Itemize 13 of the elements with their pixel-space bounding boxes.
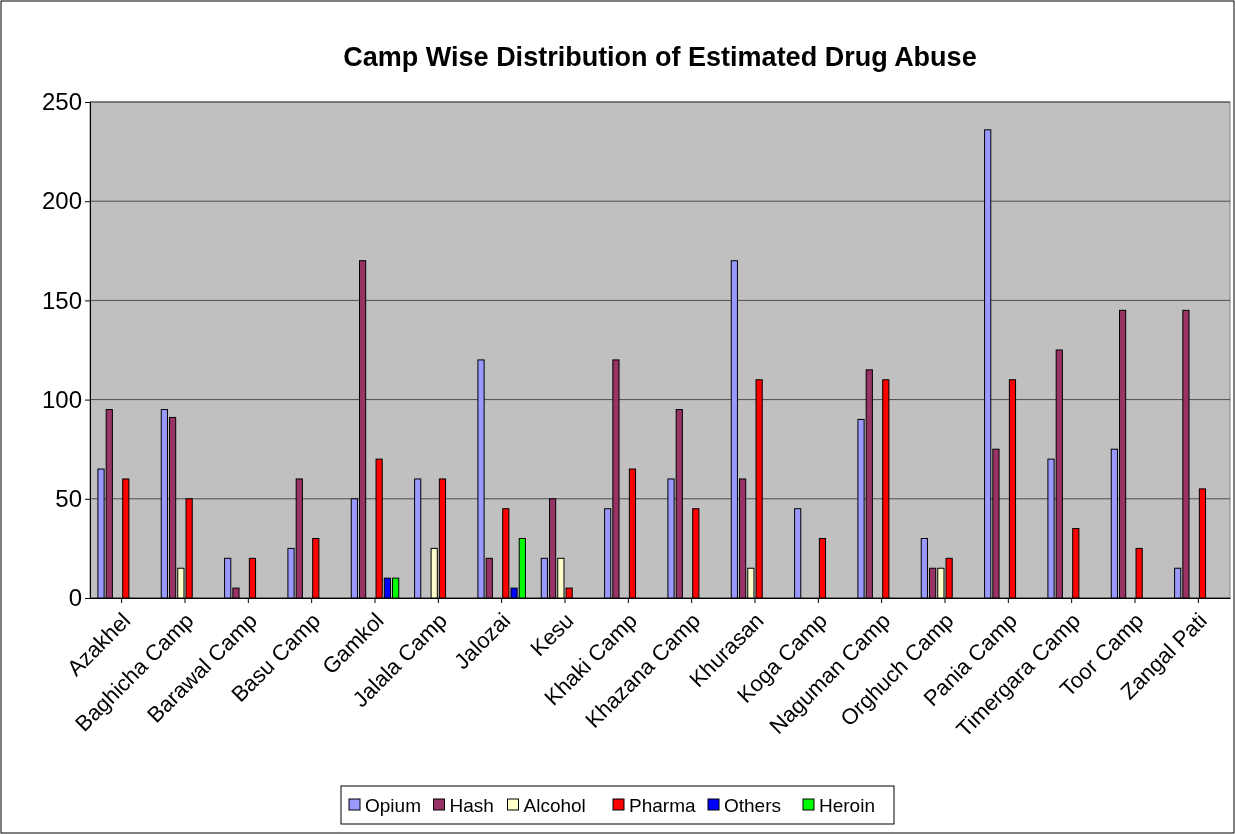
legend-label: Opium bbox=[365, 795, 421, 816]
y-tick-label: 50 bbox=[55, 484, 82, 512]
legend-label: Others bbox=[724, 795, 782, 816]
legend-label: Pharma bbox=[629, 795, 696, 816]
legend-label: Hash bbox=[449, 795, 494, 816]
legend-label: Heroin bbox=[819, 795, 875, 816]
legend-label: Alcohol bbox=[523, 795, 586, 816]
y-tick-label: 250 bbox=[41, 88, 82, 116]
chart-title: Camp Wise Distribution of Estimated Drug Abuse bbox=[343, 42, 977, 72]
y-tick-label: 0 bbox=[68, 584, 82, 612]
y-tick-label: 100 bbox=[41, 385, 82, 413]
y-tick-label: 200 bbox=[41, 187, 82, 215]
y-tick-label: 150 bbox=[41, 286, 82, 314]
